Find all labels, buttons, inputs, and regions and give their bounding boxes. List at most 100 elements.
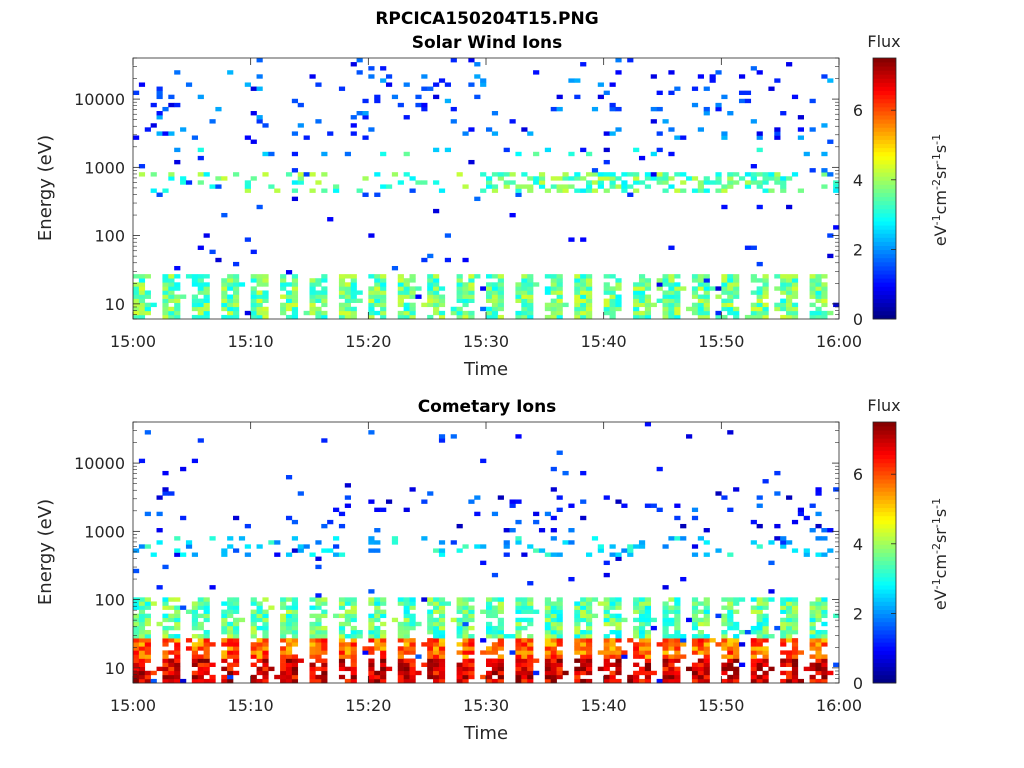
heatmap-cell [727, 552, 734, 557]
heatmap-cell [262, 172, 269, 177]
heatmap-cell [756, 613, 763, 619]
heatmap-cell [609, 274, 616, 279]
heatmap-cell [497, 278, 504, 283]
heatmap-cell [174, 274, 181, 279]
heatmap-cell [233, 310, 240, 316]
heatmap-cell [786, 617, 793, 623]
heatmap-cell [421, 106, 428, 112]
heatmap-cell [691, 674, 699, 680]
heatmap-cell [174, 670, 181, 676]
heatmap-cell [315, 621, 322, 627]
heatmap-cell [309, 278, 316, 283]
heatmap-cell [780, 278, 787, 283]
heatmap-cell [762, 629, 769, 635]
heatmap-cell [256, 115, 263, 120]
heatmap-cell [527, 662, 534, 667]
heatmap-cell [644, 298, 652, 303]
heatmap-cell [674, 306, 681, 312]
heatmap-cell [262, 642, 269, 647]
heatmap-cell [556, 184, 563, 189]
heatmap-cell [338, 86, 346, 91]
heatmap-cell [350, 678, 357, 684]
heatmap-cell [474, 94, 481, 100]
heatmap-cell [344, 306, 351, 312]
heatmap-cell [391, 536, 399, 541]
heatmap-cell [168, 102, 175, 108]
heatmap-cell [309, 621, 316, 627]
heatmap-cell [197, 147, 204, 153]
heatmap-cell [744, 180, 752, 185]
heatmap-cell [638, 670, 646, 676]
heatmap-cell [233, 548, 240, 553]
heatmap-cell [521, 278, 528, 283]
heatmap-cell [303, 135, 310, 140]
heatmap-cell [809, 503, 816, 508]
heatmap-cell [385, 184, 393, 189]
heatmap-cell [427, 646, 434, 651]
heatmap-cell [586, 621, 593, 627]
heatmap-cell [544, 625, 552, 631]
heatmap-cell [633, 605, 640, 610]
heatmap-cell [291, 302, 299, 308]
heatmap-cell [285, 597, 293, 602]
heatmap-cell [191, 314, 199, 320]
heatmap-cell [815, 294, 822, 299]
heatmap-cell [733, 654, 740, 659]
heatmap-cell [380, 507, 387, 513]
heatmap-cell [138, 314, 146, 320]
heatmap-cell [233, 294, 240, 299]
heatmap-cell [574, 621, 581, 627]
heatmap-cell [809, 605, 816, 610]
heatmap-cell [191, 617, 199, 623]
heatmap-cell [144, 605, 151, 610]
heatmap-cell [550, 662, 557, 667]
heatmap-cell [433, 282, 440, 287]
heatmap-cell [356, 70, 363, 75]
heatmap-cell [697, 278, 704, 283]
heatmap-cell [262, 678, 269, 684]
heatmap-cell [291, 298, 299, 303]
heatmap-cell [580, 609, 587, 614]
heatmap-cell [821, 151, 828, 157]
heatmap-cell [309, 646, 316, 651]
heatmap-cell [491, 298, 499, 303]
heatmap-cell [756, 597, 763, 602]
heatmap-cell [368, 314, 375, 320]
heatmap-cell [603, 601, 610, 606]
colorbar-segment [873, 159, 896, 165]
heatmap-cell [668, 678, 675, 684]
heatmap-cell [738, 98, 746, 104]
heatmap-cell [327, 217, 334, 222]
heatmap-cell [285, 552, 293, 557]
heatmap-cell [733, 282, 740, 287]
heatmap-cell [138, 601, 146, 606]
heatmap-cell [262, 662, 269, 667]
heatmap-cell [174, 617, 181, 623]
heatmap-cell [321, 188, 328, 193]
heatmap-cell [574, 282, 581, 287]
heatmap-cell [233, 617, 240, 623]
heatmap-cell [397, 674, 404, 680]
heatmap-cell [291, 617, 299, 623]
heatmap-cell [738, 629, 746, 635]
colorbar-segment [873, 70, 896, 75]
heatmap-cell [815, 662, 822, 667]
heatmap-cell [433, 638, 440, 643]
heatmap-cell [574, 658, 581, 663]
heatmap-cell [156, 540, 163, 545]
heatmap-cell [203, 298, 210, 303]
heatmap-cell [703, 111, 710, 116]
heatmap-cell [280, 605, 287, 610]
heatmap-cell [280, 310, 287, 316]
heatmap-cell [203, 290, 210, 295]
heatmap-cell [750, 678, 757, 684]
heatmap-cell [162, 650, 169, 655]
heatmap-cell [738, 642, 746, 647]
heatmap-cell [162, 638, 169, 643]
heatmap-cell [491, 290, 499, 295]
heatmap-cell [762, 662, 769, 667]
heatmap-cell [197, 155, 204, 161]
heatmap-cell [515, 654, 522, 659]
heatmap-cell [274, 674, 281, 680]
heatmap-cell [133, 135, 140, 140]
